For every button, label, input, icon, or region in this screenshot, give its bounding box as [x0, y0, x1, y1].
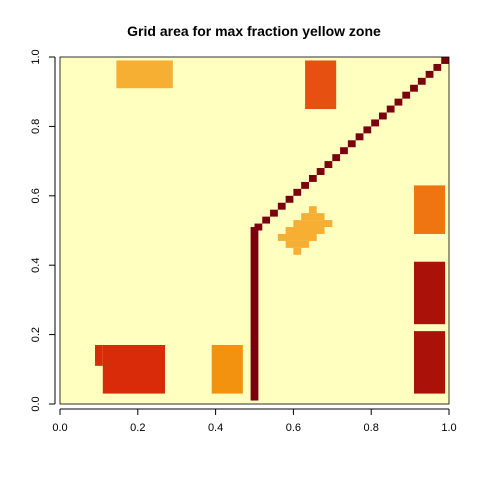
diagonal-cell-24	[441, 57, 449, 64]
x-axis: 0.0 0.2 0.4 0.6 0.8 1.0	[52, 408, 457, 434]
diagonal-cell-5	[293, 188, 302, 196]
x-tick-label-5: 1.0	[441, 422, 456, 434]
diagonal-cell-9	[324, 161, 333, 169]
diagonal-cell-17	[386, 105, 395, 113]
x-tick-label-1: 0.2	[130, 422, 145, 434]
y-axis: 0.0 0.2 0.4 0.6 0.8 1.0	[30, 49, 56, 412]
diagonal-cell-3	[277, 202, 286, 210]
rect-right-upper	[413, 185, 446, 234]
diagonal-cell-13	[355, 133, 364, 141]
diagonal-cell-22	[425, 70, 434, 78]
rect-right-lower	[413, 331, 446, 394]
diagonal-cell-10	[332, 154, 341, 162]
plot-area	[59, 56, 450, 405]
rect-right-mid	[413, 261, 446, 325]
diagonal-cell-12	[347, 140, 356, 148]
diagonal-cell-19	[402, 91, 411, 99]
chart-title: Grid area for max fraction yellow zone	[127, 23, 381, 39]
diagonal-cell-11	[340, 147, 348, 155]
diagonal-cell-15	[371, 119, 379, 127]
diagonal-cell-2	[270, 209, 278, 217]
blob-row-4	[285, 227, 325, 234]
diagonal-cell-0	[254, 223, 263, 231]
y-tick-label-3: 0.6	[30, 188, 42, 203]
diagonal-cell-7	[308, 174, 317, 182]
diagonal-cell-21	[417, 77, 426, 85]
y-tick-label-5: 1.0	[30, 49, 42, 64]
rect-bottom-mid	[211, 345, 243, 394]
diagonal-cell-1	[262, 216, 271, 224]
heatmap-cells	[95, 57, 449, 401]
x-tick-label-0: 0.0	[52, 422, 67, 434]
diagonal-cell-6	[301, 181, 309, 189]
diagonal-cell-14	[363, 126, 372, 134]
rect-bottom-left-a	[102, 345, 166, 394]
diagonal-cell-8	[316, 168, 325, 175]
x-tick-label-2: 0.4	[208, 422, 223, 434]
blob-row-2	[301, 213, 325, 221]
x-tick-label-3: 0.6	[286, 422, 301, 434]
plot-border	[59, 56, 450, 405]
blob-row-7	[293, 247, 302, 255]
diagonal-cell-23	[433, 63, 442, 71]
rect-top-mid	[305, 60, 337, 110]
rect-bottom-left-b	[95, 345, 103, 366]
diagonal-cell-18	[394, 98, 403, 106]
blob-row-6	[285, 240, 309, 248]
blob-row-1	[308, 206, 317, 214]
vertical-bar	[250, 227, 259, 401]
y-tick-label-0: 0.0	[30, 396, 42, 411]
rect-top-left	[116, 60, 173, 89]
blob-row-3	[293, 220, 333, 228]
diagonal-cell-20	[410, 84, 418, 92]
x-tick-label-4: 0.8	[364, 422, 379, 434]
y-tick-label-2: 0.4	[30, 258, 42, 273]
diagonal-cell-16	[378, 112, 387, 120]
y-tick-label-4: 0.8	[30, 119, 42, 134]
y-tick-label-1: 0.2	[30, 327, 42, 342]
diagonal-cell-4	[285, 195, 294, 203]
blob-row-5	[277, 233, 317, 241]
